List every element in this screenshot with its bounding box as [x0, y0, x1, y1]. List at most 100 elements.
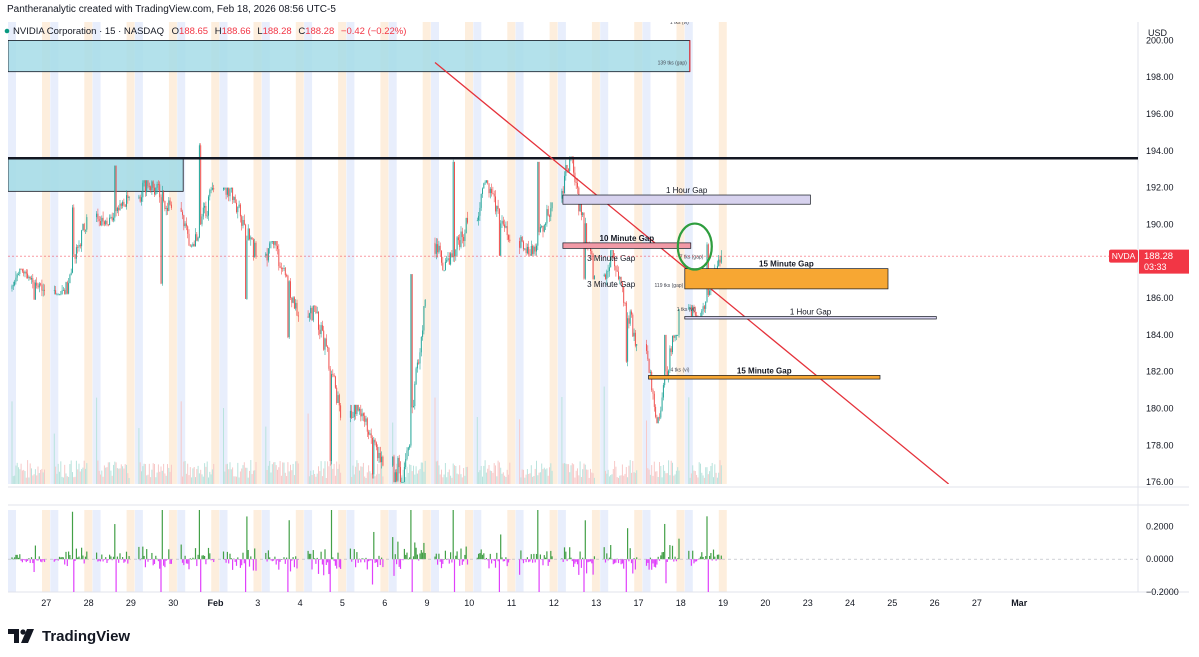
candle-body — [245, 224, 247, 299]
oscillator-bar — [444, 550, 446, 560]
volume-bar — [660, 465, 662, 484]
candle-body — [562, 190, 564, 194]
volume-bar — [160, 466, 162, 484]
candle-body — [579, 200, 581, 212]
volume-bar — [493, 463, 495, 484]
volume-bar — [154, 464, 155, 484]
oscillator-bar — [75, 548, 77, 560]
oscillator-bar — [689, 559, 691, 560]
candle-body — [202, 207, 204, 217]
symbol-legend[interactable]: NVIDIA Corporation · 15 · NASDAQ O188.65… — [4, 26, 407, 37]
candle-body — [634, 332, 636, 346]
premarket-stripe — [642, 22, 651, 484]
candle-body — [374, 439, 376, 443]
last-price-badge: NVDA 188.28 03:33 — [1109, 249, 1189, 274]
oscillator-bar — [283, 557, 285, 560]
volume-bar — [243, 462, 245, 484]
candle-body — [78, 244, 80, 248]
candle-body — [340, 405, 342, 418]
currency-label[interactable]: USD — [1148, 28, 1168, 38]
candle-body — [111, 216, 113, 221]
oscillator-bar — [187, 559, 189, 564]
time-tick-label: 28 — [84, 598, 94, 608]
candle-body — [333, 375, 335, 377]
volume-bar — [646, 420, 647, 484]
candle-body — [657, 417, 659, 424]
candle-body — [323, 330, 325, 350]
volume-bar — [24, 471, 26, 484]
oscillator-bar — [242, 552, 244, 560]
oscillator-bar — [271, 559, 273, 562]
candle-body — [528, 246, 530, 255]
oscillator-bar — [119, 553, 121, 560]
oscillator-bar — [415, 547, 417, 560]
volume-bar — [666, 473, 668, 484]
oscillator-bar — [394, 554, 396, 560]
time-tick-label: 6 — [382, 598, 387, 608]
supply-zone — [8, 157, 184, 192]
oscillator-bar — [320, 551, 322, 560]
volume-bar — [509, 462, 511, 484]
candle-body — [230, 187, 232, 189]
volume-bar — [197, 465, 199, 484]
candle-body — [16, 274, 18, 278]
volume-bar — [651, 465, 653, 484]
candle-body — [233, 196, 235, 200]
candle-body — [653, 393, 655, 407]
candle-body — [438, 245, 440, 253]
candle-body — [538, 161, 540, 233]
oscillator-bar — [537, 510, 539, 560]
volume-bar — [368, 465, 370, 484]
oscillator-axis[interactable]: 0.2000 0.0000 −0.2000 — [1146, 521, 1179, 597]
candle-body — [267, 248, 269, 261]
volume-bar — [107, 462, 109, 484]
volume-bar — [537, 475, 539, 484]
oscillator-bar — [573, 559, 575, 567]
volume-bar — [279, 461, 281, 484]
oscillator-bar — [293, 559, 295, 568]
main-pane[interactable] — [8, 22, 1138, 484]
volume-bar — [333, 463, 335, 484]
candle-body — [401, 482, 403, 483]
candle-body — [251, 237, 253, 240]
oscillator-bar — [664, 523, 666, 560]
candle-body — [119, 203, 121, 211]
osc-afterhours-stripe — [253, 510, 262, 592]
oscillator-bar — [19, 554, 21, 560]
oscillator-bar — [370, 559, 372, 561]
oscillator-bar — [23, 559, 25, 561]
oscillator-bar — [279, 559, 281, 562]
volume-bar — [406, 466, 408, 484]
candle-body — [547, 209, 549, 216]
candle-body — [55, 290, 57, 295]
oscillator-bar — [287, 559, 289, 592]
volume-bar — [656, 471, 658, 484]
volume-bar — [277, 469, 278, 484]
volume-bar — [55, 466, 57, 484]
oscillator-bar — [645, 559, 648, 566]
volume-bar — [483, 465, 485, 484]
afterhours-stripe — [42, 22, 50, 484]
oscillator-bar — [450, 552, 452, 560]
oscillator-bar — [615, 559, 617, 563]
oscillator-bar — [102, 559, 104, 562]
oscillator-bar — [139, 559, 141, 561]
candle-body — [246, 240, 248, 299]
tradingview-logo[interactable]: TradingView — [8, 626, 130, 646]
time-axis[interactable]: 27 28 29 30 Feb 3 4 5 6 9 10 11 12 13 17 18 19 20 23 24 25 26… — [41, 598, 1027, 608]
candle-body — [163, 191, 165, 201]
candle-body — [403, 466, 405, 483]
oscillator-bar — [489, 553, 491, 560]
volume-bar — [70, 460, 72, 484]
oscillator-bar — [534, 559, 536, 563]
oscillator-bar — [34, 545, 36, 560]
candle-body — [81, 230, 83, 247]
volume-bar — [593, 477, 595, 484]
volume-bar — [489, 470, 491, 484]
candle-body — [530, 245, 532, 256]
volume-bar — [189, 467, 191, 484]
oscillator-bar — [319, 559, 321, 560]
volume-bar — [454, 465, 455, 484]
oscillator-bar — [476, 557, 478, 560]
